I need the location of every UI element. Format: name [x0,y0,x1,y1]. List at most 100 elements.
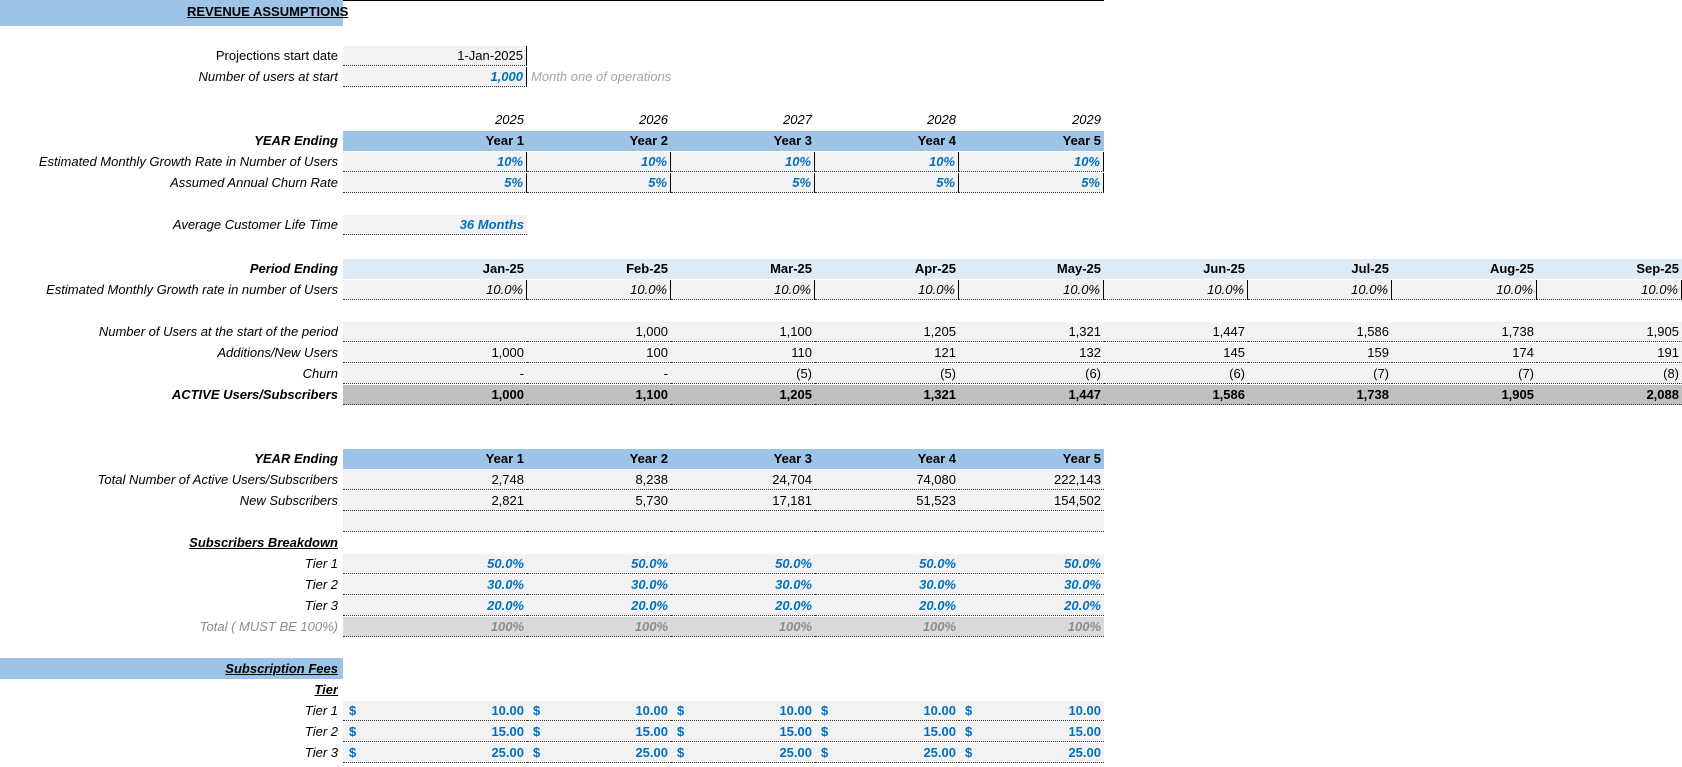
title-banner [0,0,343,26]
year-ending-row: YEAR Ending Year 1 Year 2 Year 3 Year 4 Year … [0,131,1682,151]
breakdown-tier-1-5[interactable]: 50.0% [959,554,1104,574]
calendar-year-3: 2027 [783,112,812,127]
breakdown-tier-3-2[interactable]: 20.0% [527,596,671,616]
fees-tier-2-1[interactable]: 15.00 $ [343,722,527,742]
currency-symbol: $ [965,724,973,739]
users-additions-3: 110 [671,343,815,363]
monthly-growth-input-3[interactable]: 10% [671,152,815,172]
fees-tier-3-2[interactable]: 25.00 $ [527,743,671,763]
period-growth-8: 10.0% [1392,280,1537,300]
fees-tier-1-3[interactable]: 10.00 $ [671,701,815,721]
breakdown-header-row: Subscribers Breakdown [0,533,1682,553]
breakdown-tier-2-1[interactable]: 30.0% [343,575,527,595]
fees-tier-2-3[interactable]: 15.00 $ [671,722,815,742]
start-users-value-1[interactable]: 1,000 [343,67,527,87]
users-churn-5: (6) [959,364,1104,384]
currency-symbol: $ [677,703,685,718]
breakdown-tier-2-4[interactable]: 30.0% [815,575,959,595]
fees-tier-header-row: Tier [0,680,1682,700]
year-header-3: Year 3 [671,131,815,151]
annual-churn-input-3[interactable]: 5% [671,173,815,193]
title-top-border [0,0,1104,1]
monthly-growth-input-1[interactable]: 10% [343,152,527,172]
currency-symbol: $ [533,745,541,760]
breakdown-tier-3-5[interactable]: 20.0% [959,596,1104,616]
fees-tier-1-2[interactable]: 10.00 $ [527,701,671,721]
monthly-growth-input-5[interactable]: 10% [959,152,1104,172]
monthly-growth-input-2[interactable]: 10% [527,152,671,172]
period-month-8: Aug-25 [1392,259,1537,279]
fees-tier-row: Tier 1 10.00 $10.00 $10.00 $10.00 $10.00 $ [0,701,1682,721]
annual-new-row: New Subscribers 2,821 5,730 17,181 51,523 154… [0,491,1682,511]
fees-tier-3-4[interactable]: 25.00 $ [815,743,959,763]
fees-tier-2-2[interactable]: 15.00 $ [527,722,671,742]
fees-tier-1-1[interactable]: 10.00 $ [343,701,527,721]
year-header-5: Year 5 [959,131,1104,151]
annual-churn-input-1[interactable]: 5% [343,173,527,193]
fees-tier-label: Tier 2 [304,724,338,739]
breakdown-tier-3-3[interactable]: 20.0% [671,596,815,616]
breakdown-tier-2-3[interactable]: 30.0% [671,575,815,595]
fees-tier-3-1[interactable]: 25.00 $ [343,743,527,763]
breakdown-tier-1-1[interactable]: 50.0% [343,554,527,574]
fees-tier-1-4[interactable]: 10.00 $ [815,701,959,721]
period-month-6: Jun-25 [1104,259,1248,279]
annual-total-3: 24,704 [671,470,815,490]
fees-tier-1-5[interactable]: 10.00 $ [959,701,1104,721]
users-additions-label: Additions/New Users [217,345,338,360]
lifetime-row: Average Customer Life Time 36 Months [0,215,1682,235]
blank-shaded-row [0,512,1682,532]
annual-churn-input-5[interactable]: 5% [959,173,1104,193]
period-growth-row: Estimated Monthly Growth rate in number … [0,280,1682,300]
breakdown-tier-2-2[interactable]: 30.0% [527,575,671,595]
annual-new-4: 51,523 [815,491,959,511]
breakdown-tier-label: Tier 1 [304,556,338,571]
breakdown-tier-row: Tier 3 20.0% 20.0% 20.0% 20.0% 20.0% [0,596,1682,616]
blank-cell-2 [527,512,671,532]
users-active-9: 2,088 [1537,385,1682,405]
currency-symbol: $ [349,703,357,718]
breakdown-tier-2-5[interactable]: 30.0% [959,575,1104,595]
year-header-2: Year 2 [527,131,671,151]
fees-tier-3-5[interactable]: 25.00 $ [959,743,1104,763]
fees-tier-3-3[interactable]: 25.00 $ [671,743,815,763]
breakdown-tier-3-4[interactable]: 20.0% [815,596,959,616]
calendar-year-2: 2026 [639,112,668,127]
year-ending-label: YEAR Ending [254,133,338,148]
breakdown-tier-1-3[interactable]: 50.0% [671,554,815,574]
users-active-4: 1,321 [815,385,959,405]
annual-churn-input-2[interactable]: 5% [527,173,671,193]
lifetime-value-1[interactable]: 36 Months [343,215,527,235]
currency-symbol: $ [349,745,357,760]
start-date-value-1[interactable]: 1-Jan-2025 [343,46,527,66]
year-header-1: Year 1 [343,131,527,151]
fees-tier-header: Tier [314,682,338,697]
breakdown-tier-1-4[interactable]: 50.0% [815,554,959,574]
currency-symbol: $ [533,703,541,718]
users-start-9: 1,905 [1537,322,1682,342]
fees-tier-2-4[interactable]: 15.00 $ [815,722,959,742]
annual-new-label: New Subscribers [239,493,338,508]
blank-cell-1 [343,512,527,532]
users-active-label: ACTIVE Users/Subscribers [171,387,338,402]
annual-new-3: 17,181 [671,491,815,511]
blank-cell-4 [815,512,959,532]
annual-total-label: Total Number of Active Users/Subscribers [97,472,338,487]
breakdown-tier-3-1[interactable]: 20.0% [343,596,527,616]
annual-new-5: 154,502 [959,491,1104,511]
users-churn-label: Churn [302,366,338,381]
fees-tier-2-5[interactable]: 15.00 $ [959,722,1104,742]
monthly-growth-input-4[interactable]: 10% [815,152,959,172]
currency-symbol: $ [677,745,685,760]
annual-churn-label: Assumed Annual Churn Rate [170,175,338,190]
year-header-4: Year 4 [815,131,959,151]
annual-churn-input-4[interactable]: 5% [815,173,959,193]
period-growth-9: 10.0% [1537,280,1682,300]
users-additions-8: 174 [1392,343,1537,363]
annual-total-4: 74,080 [815,470,959,490]
breakdown-tier-1-2[interactable]: 50.0% [527,554,671,574]
start-date-row: Projections start date 1-Jan-2025 [0,46,1682,66]
period-growth-3: 10.0% [671,280,815,300]
users-start-1 [343,322,527,342]
sheet-title: REVENUE ASSUMPTIONS [187,4,349,19]
